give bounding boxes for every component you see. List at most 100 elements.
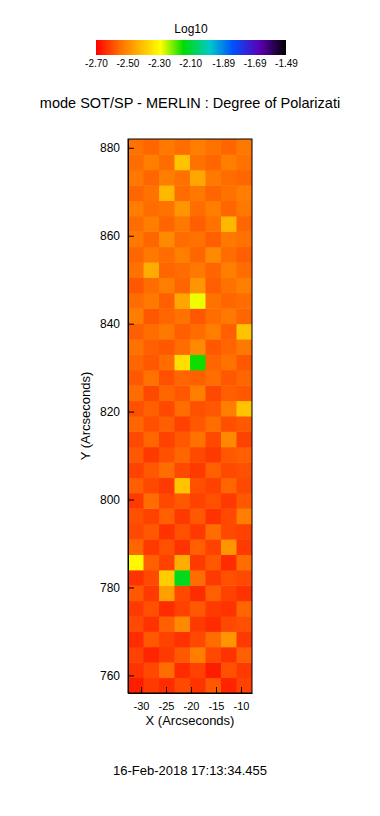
heatmap-cell (206, 308, 222, 324)
heatmap-cell (237, 308, 253, 324)
heatmap-cell (175, 293, 191, 309)
tick-label: 840 (100, 317, 120, 331)
heatmap-cell (159, 354, 175, 370)
heatmap-cell (206, 262, 222, 278)
heatmap-cell (144, 508, 160, 524)
heatmap-cell (221, 478, 237, 494)
heatmap-cell (128, 170, 144, 186)
heatmap-cell (237, 154, 253, 170)
heatmap-cell (221, 231, 237, 247)
heatmap-cell (144, 585, 160, 601)
heatmap-cell (190, 478, 206, 494)
heatmap-cell (221, 555, 237, 571)
heatmap-cell (190, 201, 206, 217)
heatmap-cell (206, 370, 222, 386)
heatmap-cell (206, 662, 222, 678)
heatmap-cell (159, 478, 175, 494)
heatmap-cell (237, 616, 253, 632)
heatmap-cell (175, 508, 191, 524)
colorbar-title: Log10 (174, 22, 208, 36)
heatmap-cell (159, 462, 175, 478)
heatmap-cell (159, 370, 175, 386)
heatmap-cell (237, 354, 253, 370)
heatmap-cell (144, 678, 160, 693)
heatmap-cell (237, 185, 253, 201)
heatmap-cell (159, 185, 175, 201)
heatmap-cell (159, 324, 175, 340)
heatmap-cell (144, 247, 160, 263)
heatmap-cell (237, 570, 253, 586)
heatmap-cell (175, 185, 191, 201)
heatmap-cell (206, 278, 222, 294)
heatmap-cell (206, 585, 222, 601)
tick-mark (128, 500, 134, 501)
heatmap-cell (206, 231, 222, 247)
heatmap-cell (175, 585, 191, 601)
heatmap-cell (237, 447, 253, 463)
heatmap-cell (206, 447, 222, 463)
heatmap-cell (190, 447, 206, 463)
heatmap-cell (128, 631, 144, 647)
heatmap-cell (206, 385, 222, 401)
heatmap-cell (144, 555, 160, 571)
plot-frame (128, 139, 252, 693)
heatmap-cell (144, 447, 160, 463)
heatmap-cell (190, 370, 206, 386)
tick-mark (128, 412, 134, 413)
colorbar-axis: -2.70-2.50-2.30-2.10-1.89-1.69-1.49 (85, 55, 298, 69)
heatmap-cell (175, 539, 191, 555)
heatmap-cell (175, 431, 191, 447)
heatmap-cell (221, 201, 237, 217)
heatmap-cell (237, 324, 253, 340)
heatmap-cell (237, 524, 253, 540)
heatmap-cell (206, 416, 222, 432)
heatmap-cell (237, 431, 253, 447)
heatmap-cell (206, 247, 222, 263)
heatmap-cell (159, 431, 175, 447)
heatmap-cell (237, 170, 253, 186)
heatmap-cell (221, 278, 237, 294)
tick: -30 (134, 687, 150, 712)
heatmap-cell (175, 278, 191, 294)
heatmap-cell (206, 462, 222, 478)
heatmap-cell (159, 401, 175, 417)
heatmap-cell (221, 539, 237, 555)
heatmap-cell (190, 339, 206, 355)
heatmap-cell (128, 478, 144, 494)
heatmap-cell (237, 508, 253, 524)
heatmap-cell (190, 570, 206, 586)
tick-label: -2.70 (85, 58, 108, 69)
heatmap-cell (221, 401, 237, 417)
heatmap-cell (190, 508, 206, 524)
tick-label: -2.30 (148, 58, 171, 69)
heatmap-cell (144, 401, 160, 417)
heatmap-cell (159, 508, 175, 524)
heatmap-cell (190, 170, 206, 186)
heatmap-cell (159, 570, 175, 586)
heatmap-cell (144, 431, 160, 447)
heatmap-cell (159, 247, 175, 263)
heatmap-cell (221, 216, 237, 232)
tick-label: -1.49 (275, 58, 298, 69)
heatmap-cell (144, 324, 160, 340)
heatmap-cell (237, 539, 253, 555)
heatmap-cell (237, 247, 253, 263)
heatmap-cell (128, 216, 144, 232)
tick-label: 800 (100, 493, 120, 507)
heatmap-cell (206, 678, 222, 693)
heatmap-cell (221, 293, 237, 309)
heatmap-cell (206, 431, 222, 447)
heatmap-cell (190, 185, 206, 201)
heatmap-cell (128, 247, 144, 263)
heatmap-cell (128, 324, 144, 340)
heatmap-cell (144, 370, 160, 386)
heatmap-cell (237, 601, 253, 617)
tick-label: 820 (100, 405, 120, 419)
heatmap-cell (128, 616, 144, 632)
heatmap-cell (237, 631, 253, 647)
heatmap-cell (144, 339, 160, 355)
heatmap-cell (159, 385, 175, 401)
heatmap-cell (175, 324, 191, 340)
heatmap-cell (128, 154, 144, 170)
heatmap-cell (237, 370, 253, 386)
